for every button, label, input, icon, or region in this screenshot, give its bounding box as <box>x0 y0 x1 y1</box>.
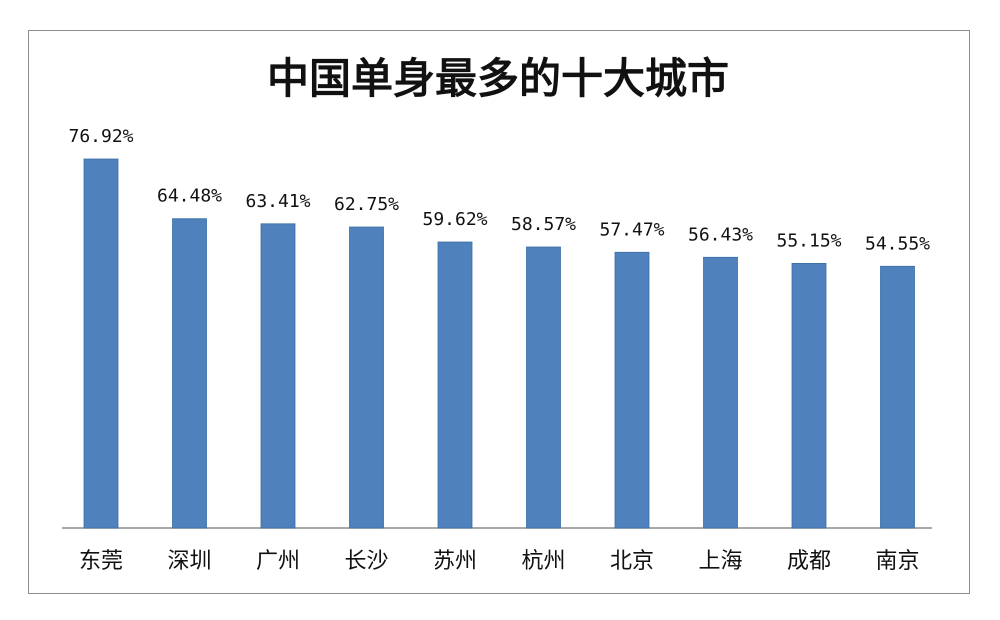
value-labels-group: 76.92% 64.48% 63.41% 62.75% 59.62% 58.57% 57.4… <box>68 126 930 254</box>
value-label-4: 59.62% <box>422 209 487 230</box>
bar-4 <box>437 241 473 529</box>
bar-7 <box>703 256 738 529</box>
chart-title: 中国单身最多的十大城市 <box>267 54 729 103</box>
bar-5 <box>526 246 561 529</box>
bar-9 <box>880 265 915 529</box>
bar-0 <box>83 158 119 529</box>
category-label-3: 长沙 <box>344 549 388 574</box>
bar-6 <box>614 251 650 529</box>
category-label-9: 南京 <box>875 549 919 574</box>
category-label-7: 上海 <box>698 549 742 574</box>
category-label-1: 深圳 <box>167 549 211 574</box>
value-label-5: 58.57% <box>511 214 576 235</box>
bar-8 <box>791 262 827 529</box>
category-labels-group: 东莞 深圳 广州 长沙 苏州 杭州 北京 上海 成都 南京 <box>79 549 920 574</box>
value-label-0: 76.92% <box>68 126 133 147</box>
category-label-2: 广州 <box>256 549 300 574</box>
value-label-3: 62.75% <box>334 194 399 215</box>
value-label-7: 56.43% <box>688 224 753 245</box>
bar-2 <box>260 223 296 529</box>
bars-group <box>83 158 915 529</box>
value-label-9: 54.55% <box>865 233 930 254</box>
bar-1 <box>172 218 207 529</box>
value-label-1: 64.48% <box>157 186 222 207</box>
value-label-6: 57.47% <box>599 219 664 240</box>
category-label-4: 苏州 <box>433 549 477 574</box>
category-label-0: 东莞 <box>79 549 123 574</box>
value-label-8: 55.15% <box>776 230 841 251</box>
category-label-5: 杭州 <box>521 549 565 574</box>
value-label-2: 63.41% <box>245 191 310 212</box>
category-label-6: 北京 <box>610 549 654 574</box>
bar-3 <box>349 226 384 529</box>
category-label-8: 成都 <box>787 549 831 574</box>
